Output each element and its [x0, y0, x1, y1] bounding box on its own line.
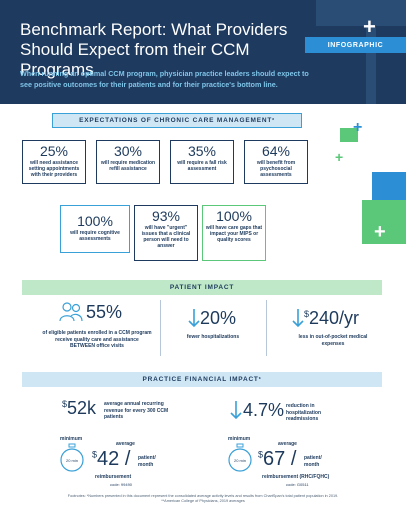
currency-symbol: $ — [62, 399, 68, 409]
minimum-label: minimum — [228, 436, 251, 442]
footnote-line: **American College of Physicians, 2019 a… — [161, 499, 245, 503]
stat-medication-refill: 30% will require medication refill assis… — [96, 140, 160, 184]
page-title: Benchmark Report: What Providers Should … — [20, 20, 288, 79]
stat-psychosocial: 64% will benefit from psychosocial asses… — [244, 140, 308, 184]
revenue-label: average annual recurring revenue for eve… — [104, 401, 169, 420]
revenue-amount: 52k — [67, 398, 97, 418]
infographic-badge: INFOGRAPHIC — [305, 37, 406, 53]
plus-icon: + — [374, 221, 386, 243]
stat-label: will require cognitive assessments — [70, 230, 120, 242]
hospitalizations-value: 20% — [200, 308, 237, 328]
reimbursement-amount: 67 — [263, 448, 286, 470]
stopwatch-icon — [60, 443, 84, 472]
stat-value: 35% — [187, 143, 217, 159]
reimbursement-label: reimbursement — [95, 474, 132, 480]
financial-impact-heading: PRACTICE FINANCIAL IMPACT * — [22, 372, 382, 387]
decorative-block — [316, 0, 406, 26]
currency-symbol: $ — [258, 449, 264, 460]
divider — [160, 300, 161, 356]
readmission-value: 4.7% — [243, 400, 285, 420]
stat-label: will require a fall risk assessment — [177, 160, 227, 172]
expectations-heading-text: EXPECTATIONS OF CHRONIC CARE MANAGEMENT — [79, 117, 273, 124]
plus-icon: + — [353, 119, 363, 136]
patient-impact-value: 55% — [86, 302, 123, 322]
patient-impact-heading: PATIENT IMPACT — [22, 280, 382, 295]
stat-label: will have care gaps that impact your MIP… — [205, 225, 263, 243]
patient-impact-label: of eligible patients enrolled in a CCM p… — [42, 330, 152, 349]
minutes-label: 20 min — [65, 458, 78, 463]
stat-value: 30% — [113, 143, 143, 159]
decorative-square — [340, 128, 358, 142]
expenses-value: $240/yr — [304, 308, 359, 329]
stat-value: 100% — [216, 208, 252, 224]
readmission-label: reduction in hospitalization readmission… — [286, 403, 321, 422]
footnote-line: Footnotes: *Numbers presented in this do… — [67, 494, 339, 498]
plus-icon: + — [335, 149, 344, 165]
footnote: Footnotes: *Numbers presented in this do… — [22, 494, 384, 504]
stat-care-gaps: 100% will have care gaps that impact you… — [202, 205, 266, 261]
financial-impact-heading-mark: * — [258, 376, 262, 383]
decorative-square — [362, 200, 406, 244]
expenses-amount: 240/yr — [309, 308, 360, 328]
stat-cognitive: 100% will require cognitive assessments — [60, 205, 130, 253]
average-label: average — [278, 441, 297, 447]
stat-urgent-issues: 93% will have "urgent" issues that a cli… — [134, 205, 198, 261]
down-arrow-icon — [188, 309, 200, 328]
financial-impact-heading-text: PRACTICE FINANCIAL IMPACT — [142, 376, 259, 383]
currency-symbol: $ — [92, 449, 98, 460]
revenue-value: $52k — [62, 398, 96, 419]
currency-symbol: $ — [304, 309, 310, 319]
patients-icon — [59, 302, 83, 322]
unit-label: patient/ month — [138, 455, 156, 468]
plus-icon: + — [363, 14, 376, 39]
reimbursement-amount: 42 — [97, 448, 120, 470]
reimbursement-label: reimbursement (RHC/FQHC) — [262, 474, 330, 480]
expenses-label: less in out-of-pocket medical expenses — [298, 334, 368, 347]
average-label: average — [116, 441, 135, 447]
reimbursement-value: $42 / — [92, 448, 131, 470]
stopwatch-icon — [228, 443, 252, 472]
minimum-label: minimum — [60, 436, 83, 442]
stat-appointments: 25% will need assistance setting appoint… — [22, 140, 86, 184]
decorative-square — [372, 172, 406, 202]
stat-value: 25% — [39, 143, 69, 159]
unit-label: patient/ month — [304, 455, 322, 468]
stat-value: 64% — [261, 143, 291, 159]
stat-label: will have "urgent" issues that a clinica… — [141, 225, 191, 249]
stat-label: will need assistance setting appointment… — [28, 160, 80, 178]
page-subtitle: When running an optimal CCM program, phy… — [20, 69, 309, 89]
stat-value: 93% — [151, 208, 181, 224]
down-arrow-icon — [292, 309, 304, 328]
expectations-heading: EXPECTATIONS OF CHRONIC CARE MANAGEMENT * — [52, 113, 302, 128]
stat-fall-risk: 35% will require a fall risk assessment — [170, 140, 234, 184]
down-arrow-icon — [230, 401, 242, 420]
code-label: code: 99490 — [110, 482, 133, 487]
minutes-label: 20 min — [233, 458, 246, 463]
hospitalizations-label: fewer hospitalizations — [186, 334, 240, 340]
code-label: code: G0511 — [286, 482, 309, 487]
reimbursement-value: $67 / — [258, 448, 297, 470]
divider — [266, 300, 267, 356]
stat-label: will require medication refill assistanc… — [100, 160, 156, 172]
stat-value: 100% — [77, 213, 113, 229]
stat-label: will benefit from psychosocial assessmen… — [256, 160, 296, 178]
expectations-heading-mark: * — [272, 117, 275, 124]
